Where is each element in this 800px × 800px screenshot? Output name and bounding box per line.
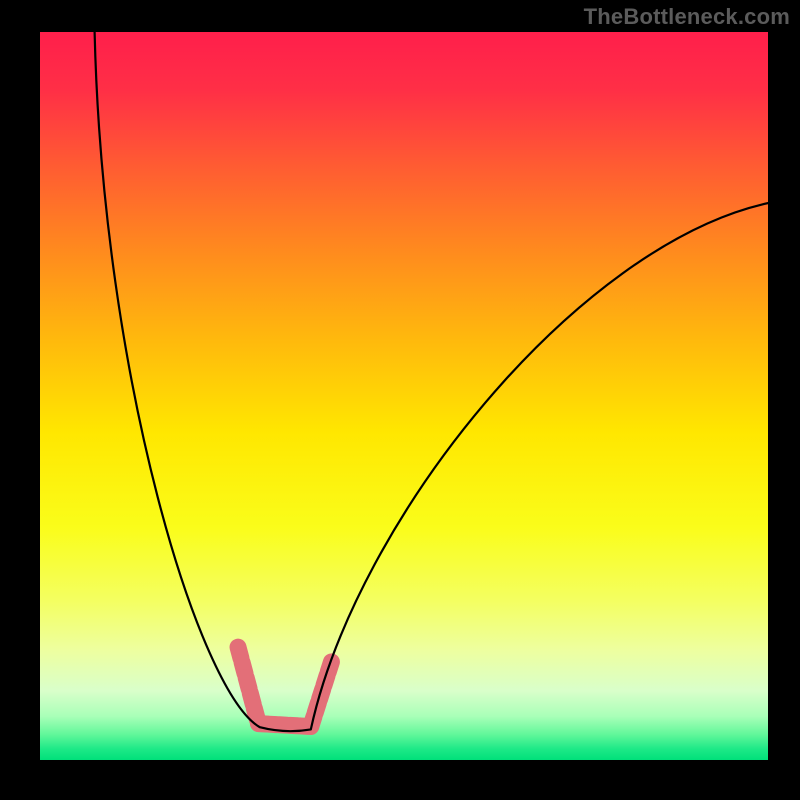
outer-frame: TheBottleneck.com: [0, 0, 800, 800]
watermark-text: TheBottleneck.com: [584, 4, 790, 30]
plot-area: [40, 32, 768, 760]
curve-overlay: [40, 32, 768, 760]
